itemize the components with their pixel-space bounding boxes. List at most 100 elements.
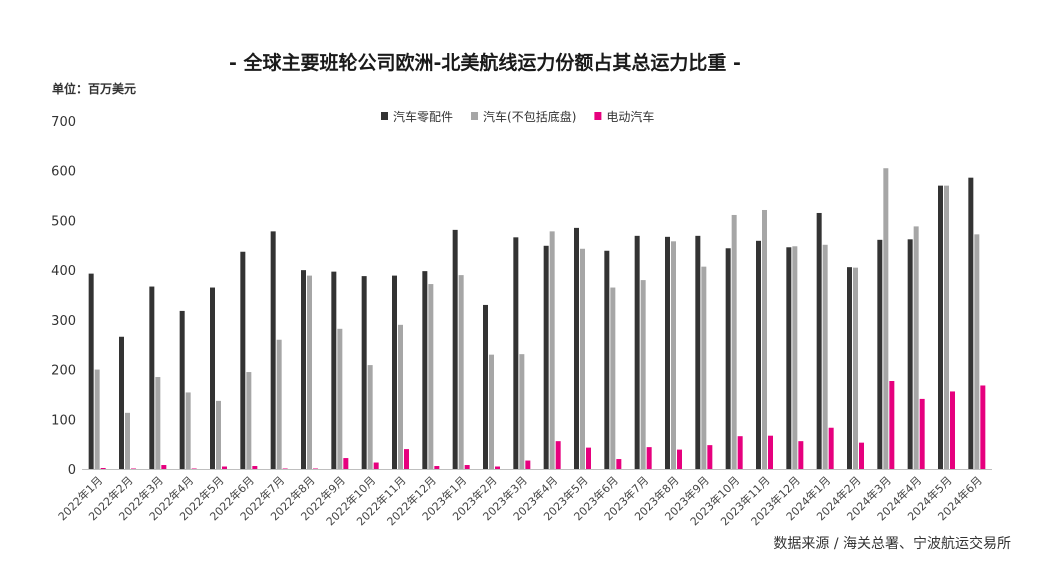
bar-2 — [307, 275, 312, 469]
bar-2 — [549, 231, 555, 469]
bars — [88, 168, 986, 469]
bar-3 — [737, 436, 743, 469]
bar-1 — [88, 273, 94, 469]
bar-2 — [185, 392, 191, 469]
bar-1 — [968, 177, 974, 469]
y-tick-label: 600 — [51, 165, 76, 180]
bar-2 — [246, 372, 252, 469]
y-tick-label: 200 — [51, 364, 76, 379]
bar-3 — [798, 441, 804, 469]
bar-2 — [640, 280, 646, 469]
legend-swatch — [471, 112, 479, 120]
y-tick-label: 400 — [51, 264, 76, 279]
bar-2 — [276, 339, 282, 469]
bar-1 — [331, 271, 337, 469]
legend-label: 汽车(不包括底盘) — [483, 109, 576, 124]
bar-1 — [543, 245, 549, 469]
bar-1 — [119, 336, 124, 469]
bar-1 — [695, 235, 701, 469]
bar-1 — [270, 231, 276, 469]
bar-1 — [907, 239, 913, 469]
bar-3 — [950, 391, 955, 469]
bar-2 — [671, 241, 676, 469]
bar-2 — [913, 226, 919, 469]
bar-3 — [222, 466, 227, 469]
bar-2 — [822, 244, 828, 469]
bar-1 — [149, 286, 155, 469]
y-tick-label: 500 — [51, 214, 76, 229]
legend-label: 汽车零配件 — [393, 109, 453, 124]
bar-1 — [604, 250, 610, 469]
source-note: 数据来源 / 海关总署、宁波航运交易所 — [773, 536, 1011, 552]
bar-1 — [847, 267, 852, 469]
x-axis-labels: 2022年1月2022年2月2022年3月2022年4月2022年5月2022年… — [55, 473, 985, 528]
bar-3 — [404, 449, 409, 469]
bar-1 — [725, 248, 731, 469]
bar-3 — [373, 462, 379, 469]
bar-1 — [483, 304, 488, 469]
bar-1 — [240, 251, 246, 469]
bar-1 — [877, 239, 883, 469]
bar-3 — [889, 381, 895, 469]
bar-2 — [792, 246, 798, 469]
bar-1 — [179, 310, 185, 469]
bar-1 — [301, 270, 306, 469]
bar-3 — [616, 459, 622, 469]
bar-3 — [859, 442, 864, 469]
bar-1 — [361, 276, 367, 469]
bar-2 — [125, 412, 130, 469]
legend: 汽车零配件 汽车(不包括底盘) 电动汽车 — [381, 109, 654, 124]
bar-2 — [367, 365, 373, 469]
y-axis-ticks: 0 100 200 300 400 500 600 700 — [51, 115, 76, 478]
bar-1 — [938, 185, 943, 469]
bar-2 — [610, 287, 616, 469]
y-tick-label: 300 — [51, 314, 76, 329]
bar-3 — [464, 465, 470, 469]
bar-2 — [853, 267, 858, 469]
legend-swatch — [381, 112, 388, 120]
bar-2 — [944, 185, 949, 469]
bar-3 — [495, 466, 500, 469]
bar-3 — [252, 466, 258, 469]
y-tick-label: 0 — [68, 463, 76, 478]
bar-2 — [337, 328, 343, 469]
bar-2 — [580, 248, 585, 469]
bar-3 — [768, 435, 773, 469]
y-tick-label: 700 — [51, 115, 76, 130]
bar-2 — [762, 209, 767, 469]
bar-3 — [555, 441, 561, 469]
bar-2 — [216, 400, 221, 469]
bar-1 — [210, 287, 215, 469]
bar-2 — [458, 275, 464, 469]
bar-1 — [574, 227, 579, 469]
bar-3 — [707, 445, 713, 469]
bar-1 — [816, 212, 822, 469]
bar-2 — [519, 354, 525, 469]
bar-3 — [161, 465, 167, 469]
legend-swatch — [594, 112, 602, 120]
bar-2 — [155, 377, 161, 469]
bar-3 — [343, 458, 349, 469]
unit-label: 单位：百万美元 — [52, 82, 137, 96]
bar-3 — [100, 468, 106, 469]
bar-2 — [489, 354, 494, 469]
bar-1 — [634, 235, 640, 469]
bar-1 — [392, 275, 397, 469]
bar-3 — [677, 449, 682, 469]
bar-2 — [883, 168, 889, 469]
bar-2 — [731, 214, 737, 469]
chart-title: - 全球主要班轮公司欧洲-北美航线运力份额占其总运力比重 - — [229, 52, 741, 74]
bar-2 — [398, 324, 403, 469]
bar-3 — [434, 466, 440, 469]
legend-label: 电动汽车 — [606, 109, 654, 124]
bar-1 — [452, 229, 458, 469]
bar-3 — [980, 385, 986, 469]
bar-2 — [428, 284, 434, 469]
bar-1 — [665, 236, 670, 469]
bar-1 — [756, 240, 761, 469]
y-tick-label: 100 — [51, 413, 76, 428]
bar-3 — [828, 427, 834, 469]
bar-2 — [94, 369, 100, 469]
bar-3 — [919, 398, 925, 469]
